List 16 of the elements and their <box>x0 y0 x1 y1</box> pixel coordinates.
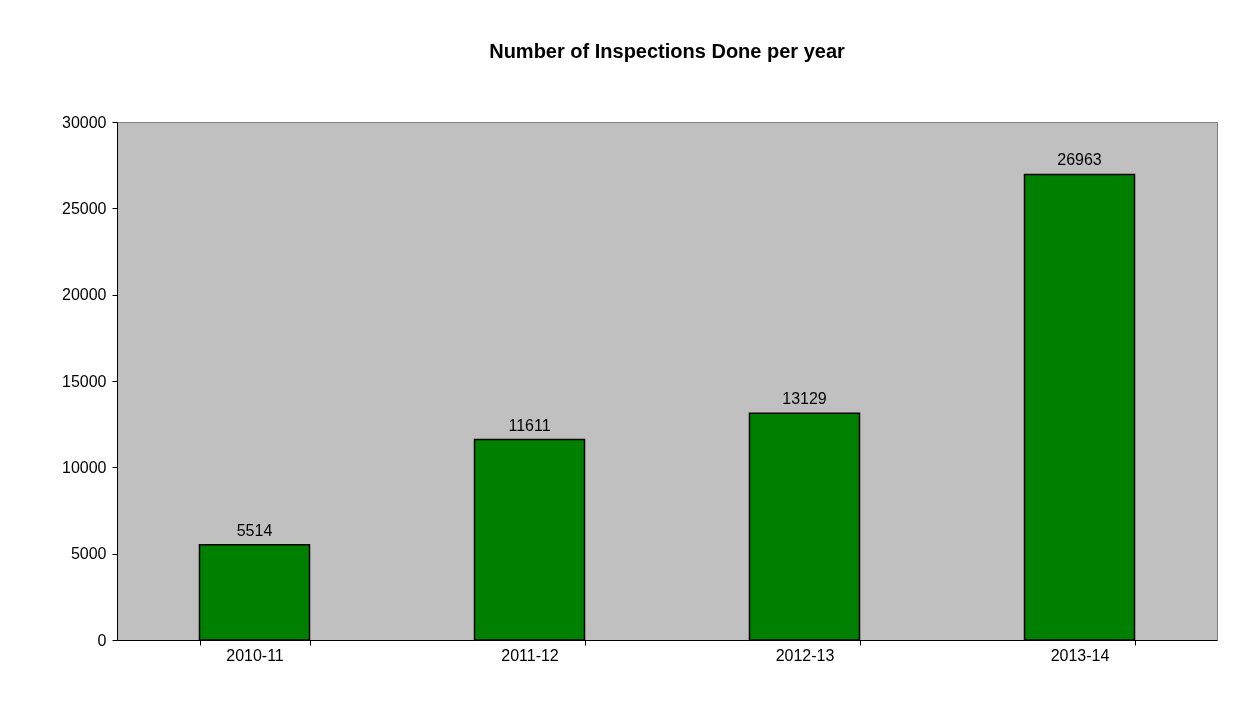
x-tick-label: 2013-14 <box>1050 646 1110 664</box>
data-label: 13129 <box>782 390 827 408</box>
y-tick-label: 10000 <box>62 458 107 476</box>
y-tick-label: 5000 <box>70 545 107 563</box>
y-tick-label: 0 <box>97 631 107 649</box>
y-tick-label: 30000 <box>62 113 107 131</box>
data-label: 5514 <box>236 521 273 539</box>
x-tick-label: 2010-11 <box>226 646 284 664</box>
x-tick-label: 2011-12 <box>501 646 559 664</box>
y-tick-label: 20000 <box>62 286 107 304</box>
chart-title: Number of Inspections Done per year <box>489 40 846 62</box>
x-tick-label: 2012-13 <box>775 646 835 664</box>
data-label: 26963 <box>1057 151 1102 169</box>
y-tick-label: 15000 <box>62 372 107 390</box>
y-tick-label: 25000 <box>62 199 107 217</box>
data-label: 11611 <box>508 416 551 434</box>
